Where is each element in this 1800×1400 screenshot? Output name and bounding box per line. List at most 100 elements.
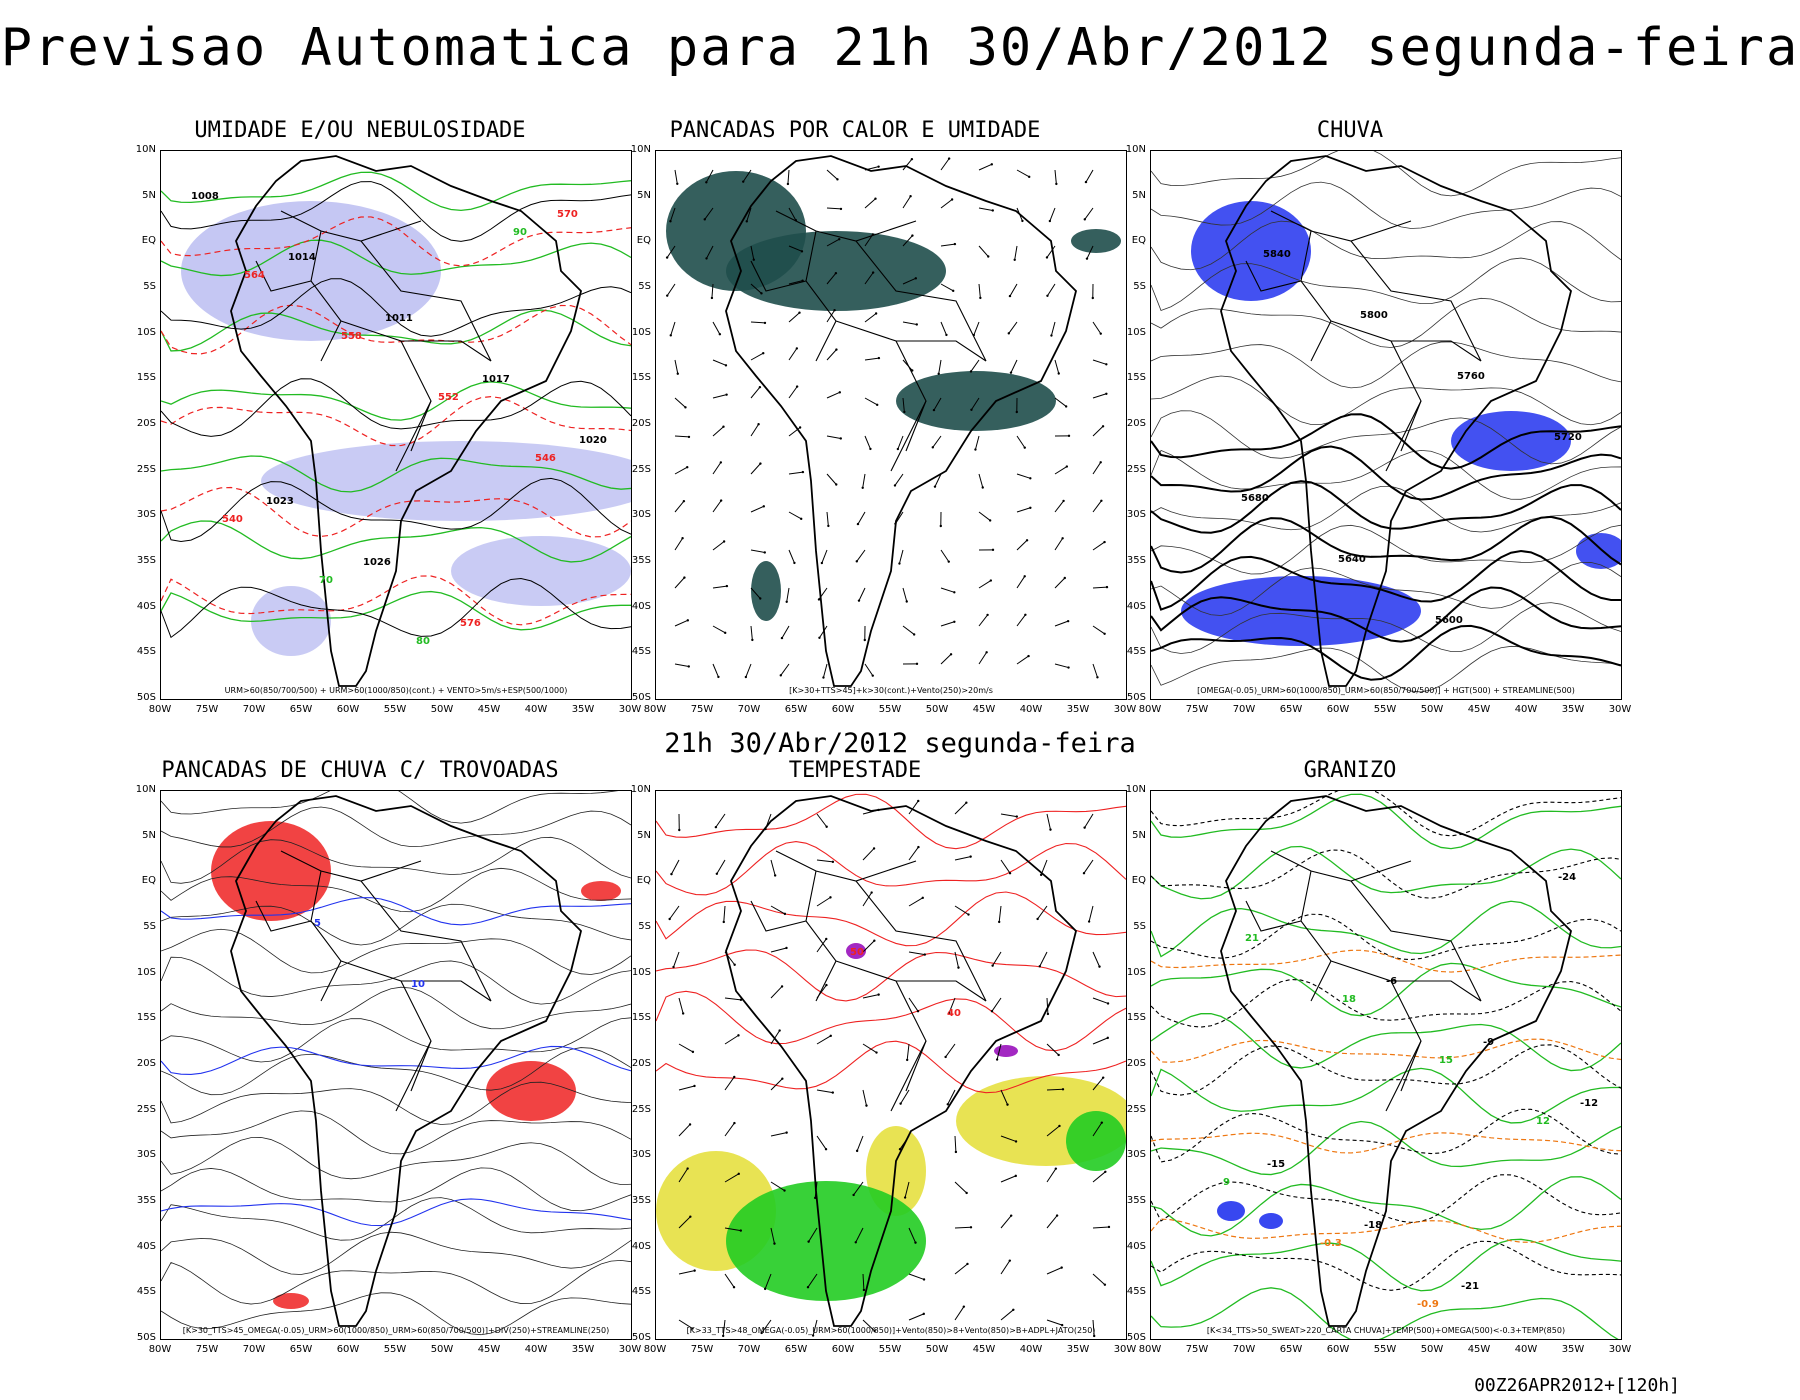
wind-arrow-head — [833, 309, 836, 312]
wind-arrow-head — [953, 591, 956, 594]
wind-arrow-head — [870, 891, 873, 894]
wind-arrow-head — [1067, 666, 1070, 669]
pressure-isobar — [161, 181, 631, 242]
wind-arrow-head — [1103, 1283, 1107, 1286]
country-border — [310, 230, 342, 362]
wind-arrow — [1092, 586, 1108, 589]
latitude-tick: 10N — [135, 144, 156, 155]
wind-arrow — [862, 848, 875, 861]
wind-arrow-head — [1085, 257, 1089, 260]
wind-arrow-head — [827, 524, 830, 528]
wind-arrow — [816, 859, 833, 863]
wind-arrow — [1008, 321, 1018, 334]
wind-arrow-head — [760, 1331, 763, 1335]
wind-arrow — [826, 272, 837, 285]
wind-arrow — [954, 905, 969, 915]
wind-arrow — [1092, 1319, 1095, 1336]
omega-contour — [1151, 1038, 1621, 1063]
panel-title: GRANIZO — [1303, 758, 1397, 783]
wind-arrow-head — [745, 220, 748, 223]
streamline — [1151, 449, 1621, 500]
wind-arrow — [940, 587, 955, 593]
country-border — [805, 230, 837, 362]
wind-arrow-head — [834, 271, 838, 275]
country-border — [310, 870, 342, 1002]
wind-arrow — [807, 1273, 818, 1288]
wind-arrow-head — [676, 182, 679, 186]
longitude-tick: 45W — [1467, 704, 1491, 715]
streamline — [1151, 375, 1621, 426]
wind-arrow-head — [839, 207, 843, 211]
humidity-area — [251, 586, 331, 656]
wind-arrow — [816, 813, 828, 828]
latitude-tick: 50S — [136, 692, 156, 703]
country-border — [890, 1040, 927, 1112]
country-border — [395, 1040, 432, 1112]
latitude-tick: 40S — [136, 1240, 156, 1252]
wind-arrow-head — [1105, 363, 1108, 366]
wind-arrow — [1000, 859, 1011, 874]
wind-arrow — [1016, 655, 1029, 665]
wind-arrow — [1050, 321, 1056, 336]
wind-arrow — [1016, 435, 1026, 448]
latitude-tick: 20S — [631, 418, 651, 429]
longitude-tick: 55W — [1373, 1344, 1397, 1355]
contour-label: 1008 — [191, 191, 219, 202]
wind-arrow — [724, 1034, 739, 1045]
field-caption: [K>30+TTS>45]+k>30(cont.)+Vento(250)>20m… — [789, 686, 993, 695]
wind-arrow-head — [686, 1167, 689, 1170]
wind-arrow-head — [857, 599, 861, 602]
wind-arrow — [724, 1273, 735, 1288]
country-border — [280, 210, 422, 242]
wind-arrow-head — [917, 845, 920, 849]
wind-arrow-head — [1066, 619, 1070, 623]
wind-arrow — [954, 1181, 967, 1194]
wind-arrow — [750, 463, 761, 475]
wind-arrow — [940, 621, 955, 627]
wind-arrow — [954, 1226, 972, 1229]
contour-label: 558 — [341, 331, 362, 342]
wind-arrow-head — [838, 238, 841, 241]
wind-arrow-head — [987, 255, 990, 258]
wind-arrow-head — [798, 426, 802, 429]
country-border — [896, 340, 987, 362]
wind-arrow — [978, 511, 991, 521]
wind-arrow-head — [811, 1334, 815, 1337]
country-border — [750, 900, 807, 932]
longitude-tick: 50W — [925, 1344, 949, 1355]
wind-arrow-head — [688, 1123, 692, 1126]
wind-arrow — [1014, 245, 1018, 260]
field-caption: [OMEGA(-0.05)_URM>60(1000/850)_URM>60(85… — [1197, 686, 1575, 695]
wind-arrow-head — [990, 1010, 994, 1013]
latitude-tick: 25S — [136, 463, 156, 475]
streamline — [1151, 257, 1621, 311]
contour-label: 21 — [1245, 933, 1259, 944]
contour-label: -6 — [1386, 976, 1398, 987]
wind-arrow-head — [1060, 1266, 1063, 1269]
wind-arrow — [991, 997, 1002, 1012]
latitude-tick: 35S — [631, 555, 651, 566]
wind-arrow — [678, 1043, 694, 1053]
wind-arrow-head — [1099, 332, 1102, 335]
wind-arrow — [1037, 905, 1048, 920]
humidity-contour — [161, 309, 631, 352]
wind-arrow-head — [1023, 575, 1026, 578]
streamline — [161, 903, 631, 946]
wind-arrow — [908, 897, 924, 907]
latitude-tick: 25S — [136, 1103, 156, 1115]
contour-label: 15 — [1439, 1055, 1453, 1066]
wind-arrow — [1000, 813, 1017, 818]
wind-arrow-head — [759, 597, 762, 600]
wind-arrow — [1046, 1267, 1062, 1275]
wind-arrow — [1046, 1319, 1063, 1326]
streamline — [1151, 524, 1621, 575]
panel-title: CHUVA — [1316, 118, 1384, 143]
wind-arrow — [864, 357, 879, 361]
longitude-tick: 30W — [1608, 1344, 1632, 1355]
wind-arrow — [945, 1043, 956, 1058]
wind-arrow — [856, 1135, 864, 1152]
wind-arrow — [1092, 359, 1107, 365]
contour-label: 564 — [244, 270, 265, 281]
wind-arrow-head — [923, 953, 926, 956]
latitude-tick: 5N — [142, 829, 156, 841]
